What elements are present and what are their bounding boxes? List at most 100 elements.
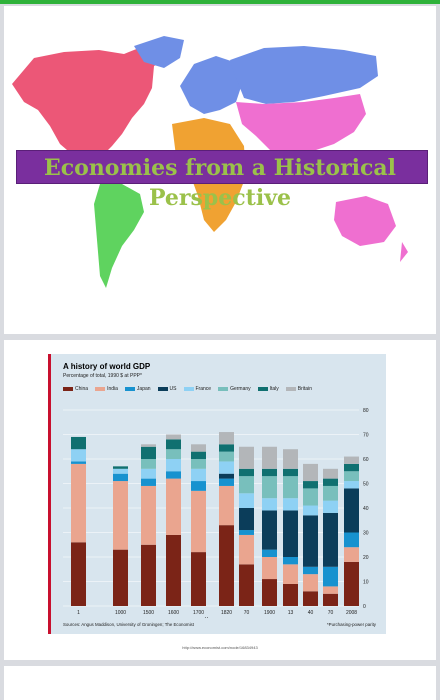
map-australia <box>334 196 396 246</box>
bar-segment-japan <box>303 566 318 575</box>
bar-segment-britain <box>323 468 338 479</box>
legend-item: China <box>63 385 88 393</box>
bar-segment-france <box>344 481 359 489</box>
x-tick-label: 40 <box>308 610 314 616</box>
bar-segment-britain <box>303 463 318 482</box>
bar-segment-italy <box>262 468 277 477</box>
bar-segment-france <box>323 500 338 513</box>
map-north-america <box>12 40 174 162</box>
bar-segment-china <box>344 561 359 606</box>
legend-swatch <box>218 387 229 391</box>
legend-swatch <box>95 387 106 391</box>
legend-swatch <box>157 387 168 391</box>
bar-segment-germany <box>141 459 156 469</box>
bar-segment-france <box>166 459 181 472</box>
bar-segment-india <box>113 481 128 550</box>
bar-segment-britain <box>219 432 234 445</box>
bar-segment-china <box>323 593 338 606</box>
bar-segment-britain <box>191 444 206 452</box>
bar-segment-india <box>303 574 318 592</box>
bar-segment-india <box>166 478 181 535</box>
x-tick-label: 1600 <box>168 610 179 616</box>
bar-segment-germany <box>262 476 277 499</box>
bar-segment-france <box>219 461 234 474</box>
source-url[interactable]: http://www.economist.com/node/16834943 <box>182 645 258 650</box>
slide-thumbnail-3[interactable] <box>4 666 436 700</box>
bar-segment-france <box>113 468 128 474</box>
legend-item: France <box>183 385 212 393</box>
chart-legend: China India Japan US France Germany Italy Brita… <box>63 385 312 393</box>
y-tick-label: 0 <box>363 604 366 610</box>
top-accent-bar <box>0 0 440 4</box>
bar-segment-china <box>283 583 298 606</box>
bar-segment-japan <box>323 566 338 587</box>
bar-segment-japan <box>239 530 254 535</box>
x-tick-label: 1 <box>77 610 80 616</box>
bar-segment-britain <box>283 449 298 469</box>
slide-thumbnail-1[interactable]: Economies from a Historical Perspective <box>4 6 436 334</box>
bar-segment-japan <box>71 461 86 464</box>
bar-segment-france <box>262 498 277 511</box>
bar-segment-italy <box>166 439 181 450</box>
bar-segment-italy <box>219 444 234 452</box>
x-tick-label: 70 <box>328 610 334 616</box>
bar-segment-germany <box>303 488 318 506</box>
bar-segment-japan <box>113 473 128 482</box>
y-tick-label: 70 <box>363 433 369 439</box>
legend-label: China <box>75 386 89 392</box>
bar-segment-france <box>303 505 318 516</box>
bar-segment-britain <box>262 446 277 469</box>
bar-segment-italy <box>344 463 359 472</box>
legend-label: Germany <box>230 386 251 392</box>
slide-thumbnail-2[interactable]: A history of world GDP Percentage of tot… <box>4 340 436 660</box>
bar-segment-japan <box>191 481 206 491</box>
bar-segment-britain <box>141 444 156 447</box>
legend-label: Italy <box>269 386 279 392</box>
chart-title: A history of world GDP <box>63 362 151 371</box>
bar-segment-italy <box>113 466 128 469</box>
bar-segment-germany <box>219 451 234 462</box>
bar-segment-france <box>71 449 86 462</box>
bar-segment-china <box>113 549 128 606</box>
chart-subtitle: Percentage of total, 1990 $ at PPP* <box>63 373 142 379</box>
legend-label: India <box>107 386 118 392</box>
bar-segment-us <box>283 510 298 557</box>
map-greenland <box>134 36 184 68</box>
bar-segment-italy <box>141 446 156 459</box>
bar-segment-france <box>141 468 156 479</box>
title-banner <box>16 150 428 184</box>
y-tick-label: 10 <box>363 580 369 586</box>
chart-sources: Sources: Angus Maddison, University of G… <box>63 622 194 627</box>
bar-segment-china <box>191 552 206 606</box>
y-tick-label: 50 <box>363 482 369 488</box>
bar-segment-italy <box>191 451 206 459</box>
bar-segment-china <box>303 591 318 606</box>
legend-label: US <box>169 386 177 392</box>
bar-segment-japan <box>166 471 181 479</box>
bar-segment-india <box>323 586 338 594</box>
legend-swatch <box>285 387 296 391</box>
legend-swatch <box>63 387 73 391</box>
bar-segment-us <box>219 473 234 479</box>
bar-segment-germany <box>191 459 206 469</box>
x-tick-label: 1000 <box>115 610 126 616</box>
legend-item: Italy <box>257 385 279 393</box>
bar-segment-italy <box>283 468 298 477</box>
legend-item: Japan <box>124 385 151 393</box>
bar-segment-britain <box>344 456 359 464</box>
x-tick-label: 1700 <box>193 610 204 616</box>
bar-segment-japan <box>262 549 277 557</box>
chart-plot: 0 10 20 30 40 50 60 70 80 1 1000 1500 1600 1700 1820 70… <box>63 408 369 618</box>
slide-title: Economies from a Historical Perspective <box>4 153 436 213</box>
chart-panel: A history of world GDP Percentage of tot… <box>48 354 386 634</box>
legend-label: France <box>195 386 212 392</box>
bar-segment-germany <box>166 449 181 459</box>
bar-segment-india <box>239 534 254 565</box>
bar-segment-japan <box>283 557 298 565</box>
legend-swatch <box>183 387 194 391</box>
bar-segment-china <box>239 564 254 606</box>
bar-segment-india <box>191 490 206 553</box>
bar-segment-us <box>262 510 277 550</box>
legend-swatch <box>257 387 268 391</box>
map-south-america <box>94 184 144 288</box>
